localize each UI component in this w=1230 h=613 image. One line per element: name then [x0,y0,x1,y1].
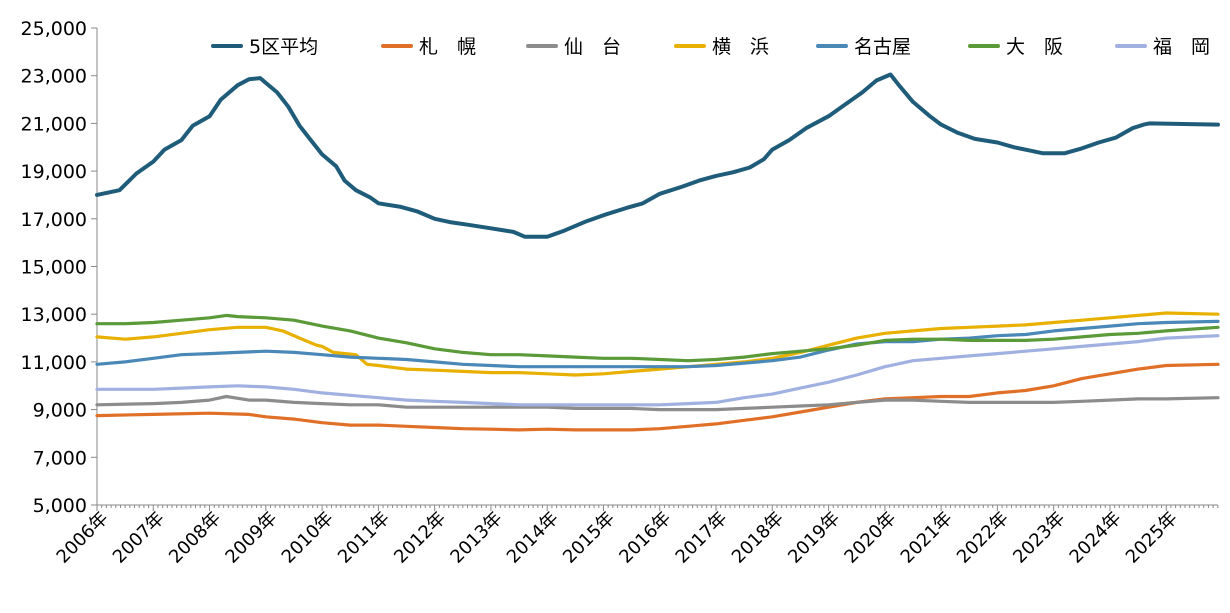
x-tick-label: 2022年 [953,508,1013,568]
y-tick-label: 19,000 [21,161,87,183]
y-tick-label: 17,000 [21,209,87,231]
legend-label: 仙 台 [564,36,621,58]
legend-label: 札 幌 [419,36,476,58]
series-line [95,72,1220,239]
x-tick-label: 2014年 [503,508,563,568]
series-lines [95,72,1220,432]
x-tick-label: 2010年 [278,508,338,568]
legend-label: 名古屋 [854,36,911,58]
x-tick-label: 2024年 [1066,508,1126,568]
x-tick-label: 2017年 [672,508,732,568]
legend-label: 5区平均 [249,36,318,58]
x-tick-label: 2013年 [446,508,506,568]
x-tick-label: 2023年 [1009,508,1069,568]
series-line [95,334,1220,407]
x-tick-label: 2007年 [109,508,169,568]
y-axis-ticks: 25,000 23,000 21,000 19,000 17,000 15,000 13,0… [21,18,97,517]
x-tick-label: 2019年 [784,508,844,568]
y-tick-label: 13,000 [21,304,87,326]
legend-label: 大 阪 [1006,36,1063,58]
series-line [95,311,1220,377]
x-axis-ticks: 2006年2007年2008年2009年2010年2011年2012年2013年… [53,505,1219,568]
axes [96,28,1218,506]
y-tick-label: 11,000 [21,352,87,374]
legend-label: 福 岡 [1153,36,1210,58]
x-tick-label: 2015年 [559,508,619,568]
x-tick-label: 2016年 [615,508,675,568]
x-tick-label: 2011年 [334,508,394,568]
y-tick-label: 15,000 [21,257,87,279]
x-tick-label: 2018年 [728,508,788,568]
y-tick-label: 5,000 [33,495,87,517]
x-tick-label: 2020年 [840,508,900,568]
y-tick-label: 25,000 [21,18,87,40]
y-tick-label: 23,000 [21,66,87,88]
series-line [95,319,1220,369]
x-tick-label: 2025年 [1122,508,1182,568]
series-line [95,394,1220,412]
x-tick-label: 2012年 [390,508,450,568]
legend: 5区平均 札 幌 仙 台 横 浜 名古屋 大 阪 福 岡 [211,36,1210,58]
legend-label: 横 浜 [712,36,769,58]
y-tick-label: 21,000 [21,113,87,135]
x-tick-label: 2008年 [165,508,225,568]
y-tick-label: 7,000 [33,447,87,469]
series-line [95,362,1220,432]
x-tick-label: 2021年 [897,508,957,568]
series-line [95,313,1220,363]
y-tick-label: 9,000 [33,400,87,422]
x-tick-label: 2009年 [221,508,281,568]
